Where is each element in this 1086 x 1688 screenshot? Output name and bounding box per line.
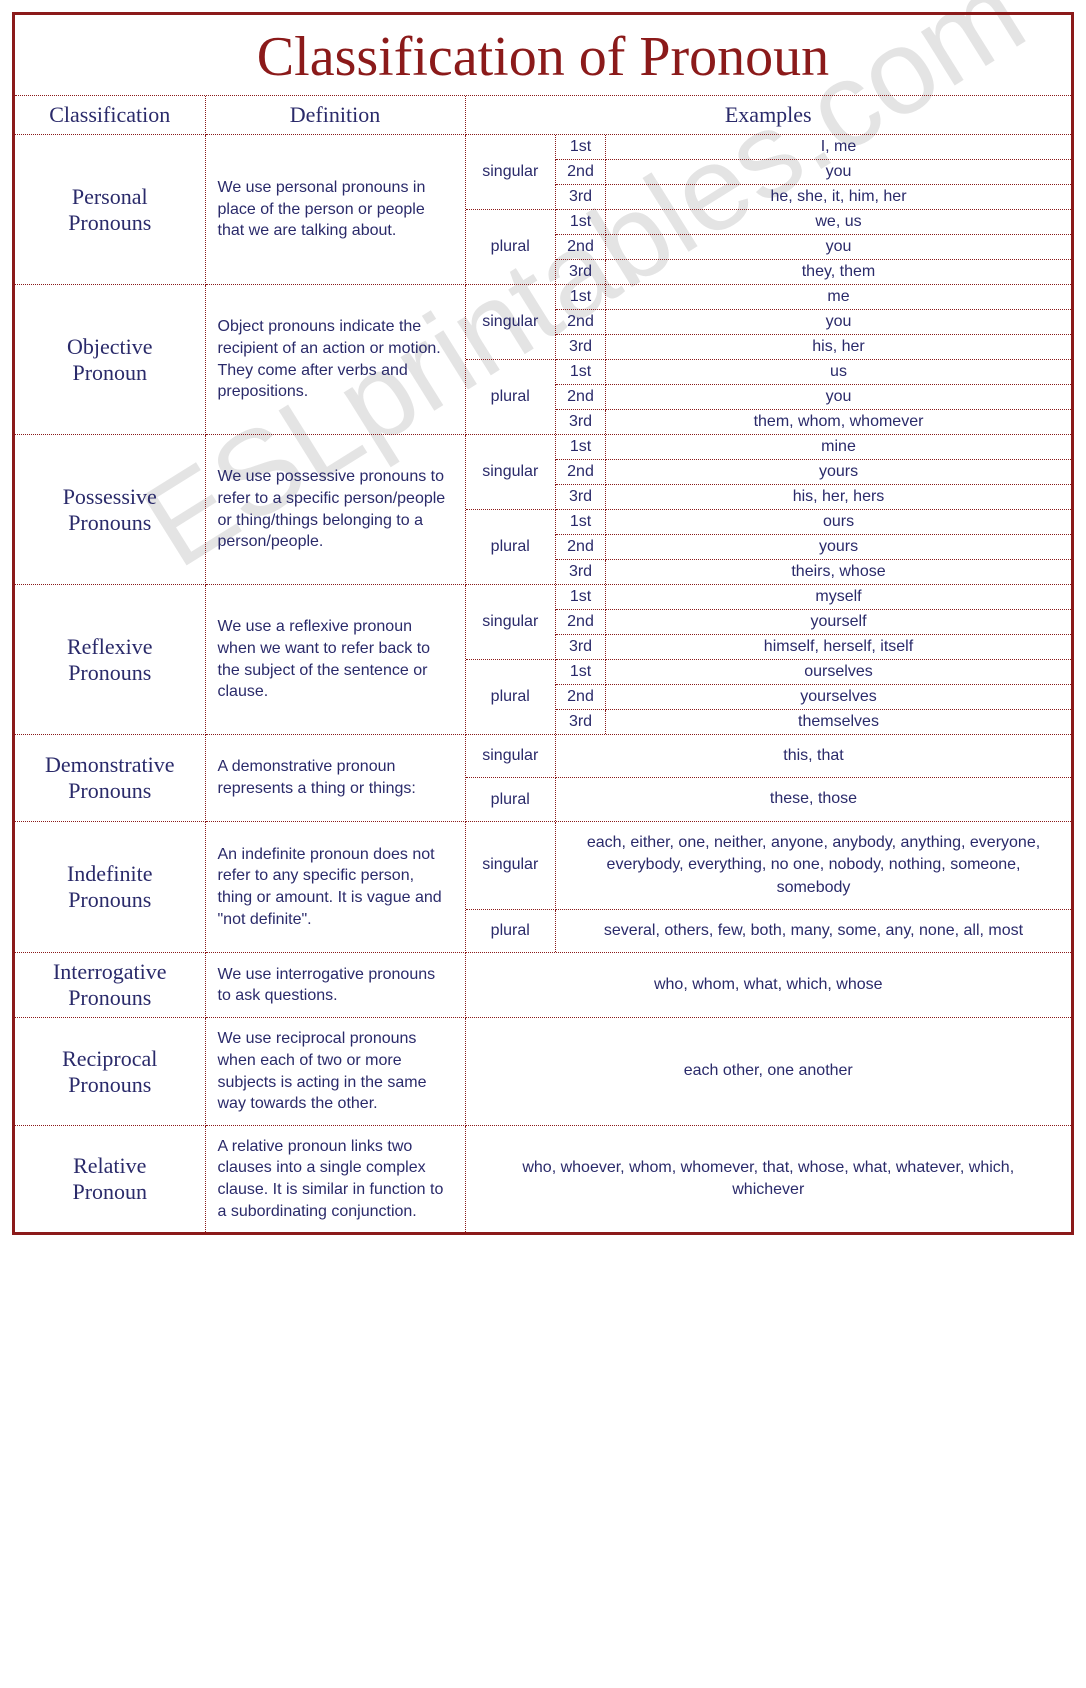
classification-cell: IndefinitePronouns — [15, 821, 205, 953]
examples-cell: who, whom, what, which, whose — [465, 953, 1071, 1018]
examples-cell: each other, one another — [465, 1018, 1071, 1125]
example-value: these, those — [556, 778, 1072, 821]
person-label: 3rd — [556, 485, 606, 510]
header-classification: Classification — [15, 96, 205, 135]
example-value: yourself — [606, 610, 1072, 635]
definition-cell: We use reciprocal pronouns when each of … — [205, 1018, 465, 1125]
definition-cell: We use interrogative pronouns to ask que… — [205, 953, 465, 1018]
number-label: singular — [466, 585, 556, 660]
person-label: 3rd — [556, 410, 606, 435]
number-label: plural — [466, 909, 556, 952]
person-label: 3rd — [556, 560, 606, 585]
person-label: 3rd — [556, 710, 606, 735]
pronoun-table: Classification Definition Examples Perso… — [15, 96, 1071, 1232]
example-value: theirs, whose — [606, 560, 1072, 585]
example-value: yours — [606, 535, 1072, 560]
definition-cell: We use possessive pronouns to refer to a… — [205, 435, 465, 585]
classification-cell: RelativePronoun — [15, 1125, 205, 1232]
classification-cell: ObjectivePronoun — [15, 285, 205, 435]
page-title: Classification of Pronoun — [15, 15, 1071, 96]
number-label: singular — [466, 135, 556, 210]
number-label: plural — [466, 778, 556, 821]
classification-cell: DemonstrativePronouns — [15, 735, 205, 822]
example-value: ourselves — [606, 660, 1072, 685]
example-value: themselves — [606, 710, 1072, 735]
definition-cell: An indefinite pronoun does not refer to … — [205, 821, 465, 953]
example-value: his, her, hers — [606, 485, 1072, 510]
classification-cell: ReflexivePronouns — [15, 585, 205, 735]
example-value: his, her — [606, 335, 1072, 360]
example-value: this, that — [556, 735, 1072, 778]
person-label: 1st — [556, 360, 606, 385]
example-value: he, she, it, him, her — [606, 185, 1072, 210]
number-label: singular — [466, 285, 556, 360]
example-value: several, others, few, both, many, some, … — [556, 909, 1072, 952]
number-label: plural — [466, 660, 556, 735]
person-label: 3rd — [556, 185, 606, 210]
person-label: 3rd — [556, 260, 606, 285]
example-value: mine — [606, 435, 1072, 460]
person-label: 3rd — [556, 335, 606, 360]
person-label: 2nd — [556, 610, 606, 635]
example-value: myself — [606, 585, 1072, 610]
number-label: singular — [466, 822, 556, 910]
example-value: yours — [606, 460, 1072, 485]
example-value: you — [606, 385, 1072, 410]
classification-cell: PersonalPronouns — [15, 135, 205, 285]
example-value: I, me — [606, 135, 1072, 160]
examples-cell: singular1stI, me2ndyou3rdhe, she, it, hi… — [465, 135, 1071, 285]
examples-cell: singulareach, either, one, neither, anyo… — [465, 821, 1071, 953]
person-label: 1st — [556, 510, 606, 535]
person-label: 2nd — [556, 460, 606, 485]
person-label: 1st — [556, 285, 606, 310]
classification-cell: ReciprocalPronouns — [15, 1018, 205, 1125]
person-label: 2nd — [556, 310, 606, 335]
number-label: plural — [466, 360, 556, 435]
definition-cell: A relative pronoun links two clauses int… — [205, 1125, 465, 1232]
person-label: 1st — [556, 135, 606, 160]
example-value: you — [606, 235, 1072, 260]
definition-cell: A demonstrative pronoun represents a thi… — [205, 735, 465, 822]
number-label: plural — [466, 210, 556, 285]
person-label: 1st — [556, 435, 606, 460]
classification-cell: PossessivePronouns — [15, 435, 205, 585]
examples-cell: singularthis, thatpluralthese, those — [465, 735, 1071, 822]
example-value: you — [606, 310, 1072, 335]
example-value: them, whom, whomever — [606, 410, 1072, 435]
definition-cell: Object pronouns indicate the recipient o… — [205, 285, 465, 435]
number-label: singular — [466, 435, 556, 510]
example-value: each, either, one, neither, anyone, anyb… — [556, 822, 1072, 910]
example-value: us — [606, 360, 1072, 385]
classification-cell: InterrogativePronouns — [15, 953, 205, 1018]
person-label: 2nd — [556, 535, 606, 560]
header-definition: Definition — [205, 96, 465, 135]
person-label: 2nd — [556, 385, 606, 410]
example-value: himself, herself, itself — [606, 635, 1072, 660]
example-value: you — [606, 160, 1072, 185]
definition-cell: We use personal pronouns in place of the… — [205, 135, 465, 285]
example-value: we, us — [606, 210, 1072, 235]
person-label: 2nd — [556, 160, 606, 185]
example-value: ours — [606, 510, 1072, 535]
header-examples: Examples — [465, 96, 1071, 135]
person-label: 3rd — [556, 635, 606, 660]
person-label: 1st — [556, 585, 606, 610]
definition-cell: We use a reflexive pronoun when we want … — [205, 585, 465, 735]
examples-cell: singular1stmyself2ndyourself3rdhimself, … — [465, 585, 1071, 735]
person-label: 1st — [556, 210, 606, 235]
person-label: 2nd — [556, 235, 606, 260]
examples-cell: singular1stmine2ndyours3rdhis, her, hers… — [465, 435, 1071, 585]
number-label: plural — [466, 510, 556, 585]
person-label: 2nd — [556, 685, 606, 710]
document-frame: Classification of Pronoun Classification… — [12, 12, 1074, 1235]
examples-cell: singular1stme2ndyou3rdhis, herplural1stu… — [465, 285, 1071, 435]
example-value: yourselves — [606, 685, 1072, 710]
example-value: they, them — [606, 260, 1072, 285]
examples-cell: who, whoever, whom, whomever, that, whos… — [465, 1125, 1071, 1232]
example-value: me — [606, 285, 1072, 310]
person-label: 1st — [556, 660, 606, 685]
number-label: singular — [466, 735, 556, 778]
